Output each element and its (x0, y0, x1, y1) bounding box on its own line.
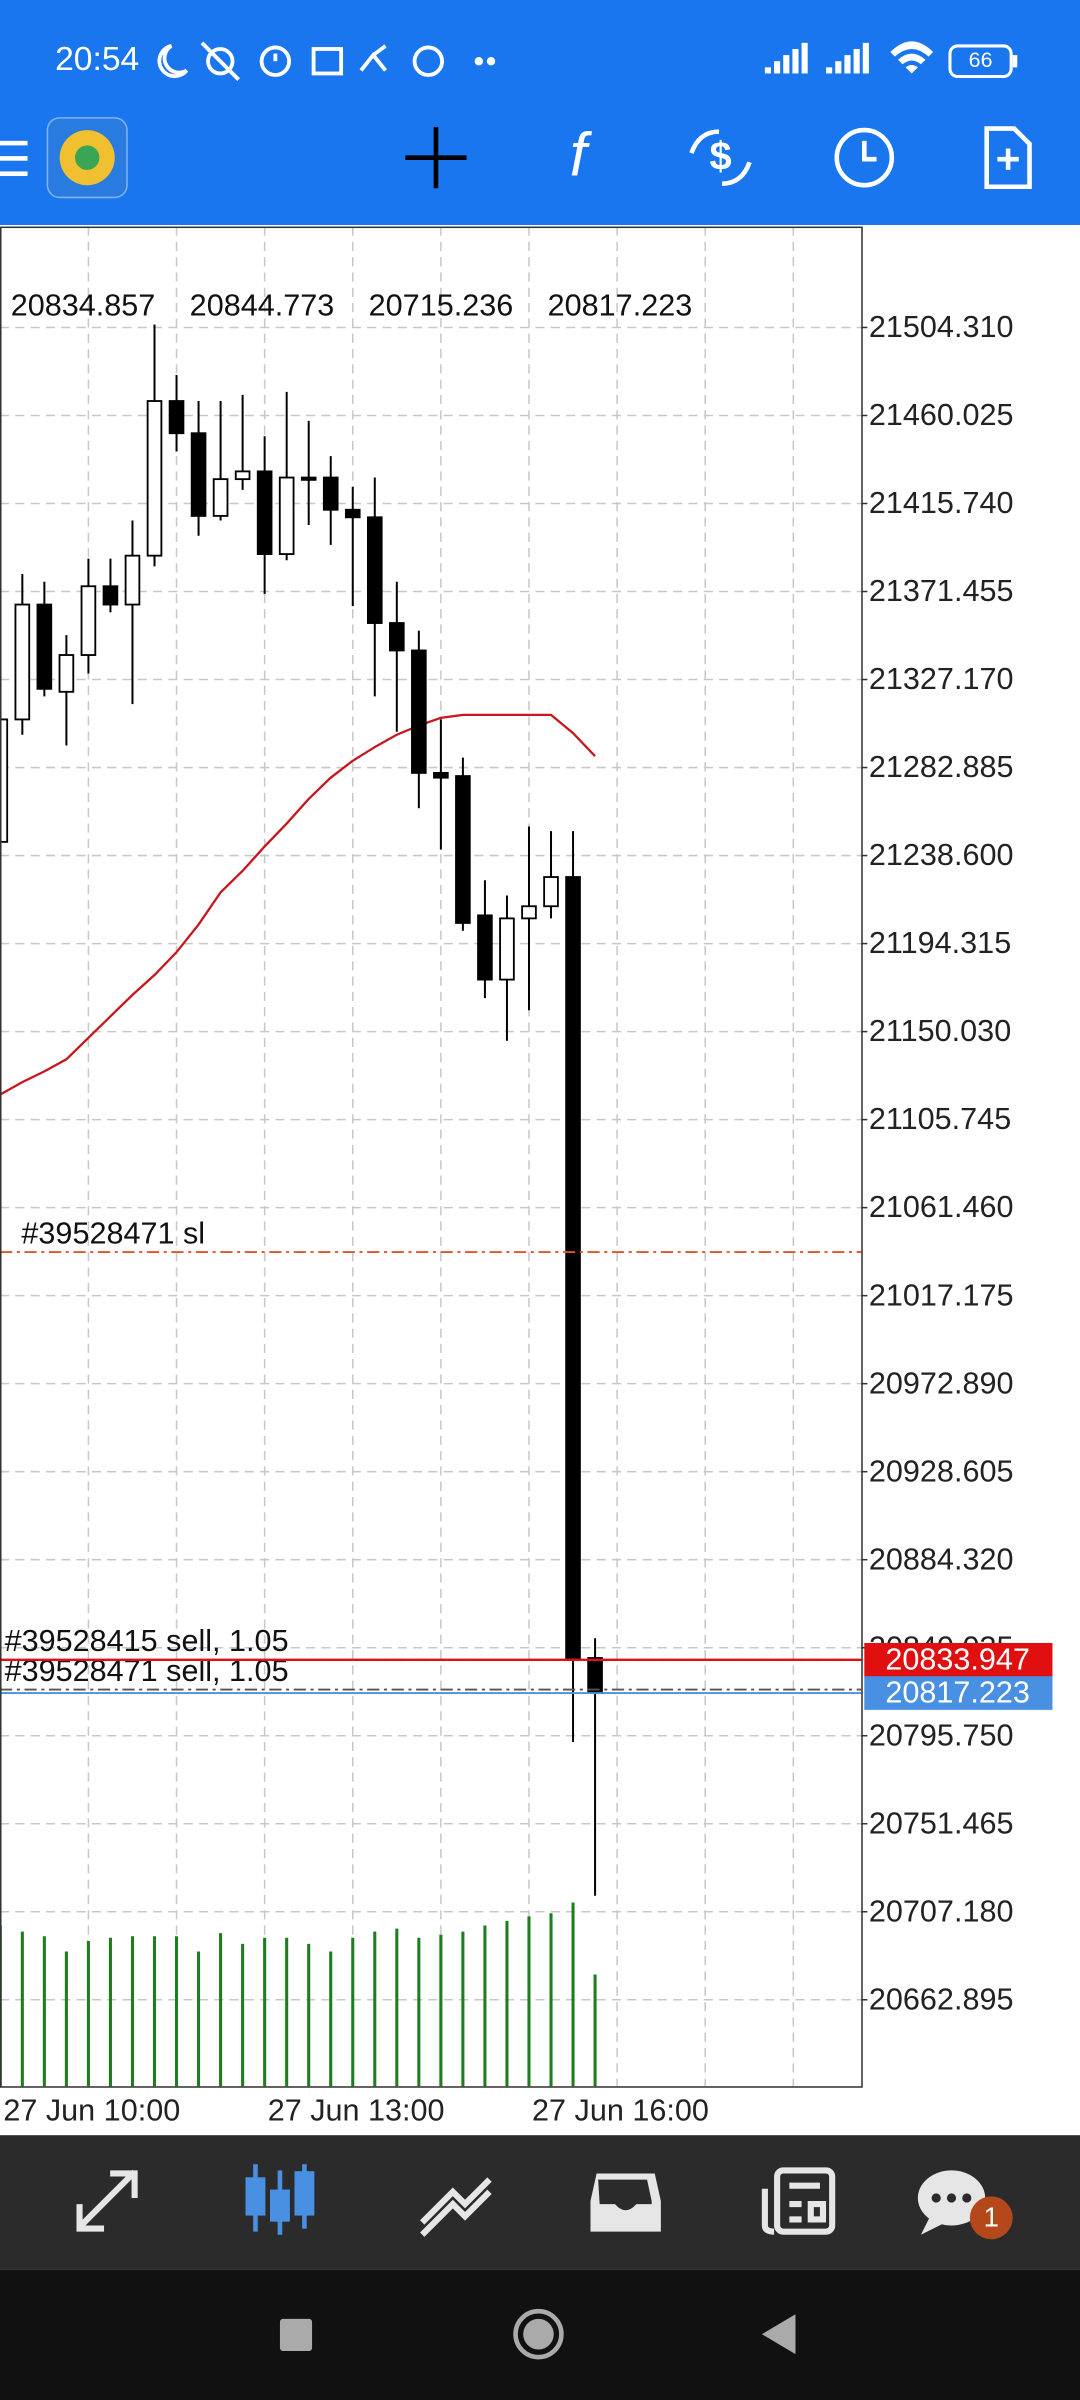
trade-button[interactable]: $ (689, 129, 752, 186)
candle-body (499, 917, 515, 981)
trade-tab[interactable] (420, 2177, 492, 2237)
candle-body (433, 771, 449, 779)
history-tab[interactable] (590, 2173, 661, 2232)
candle-body (256, 470, 273, 555)
ohlc-value: 20715.236 (369, 289, 514, 323)
status-icons (157, 41, 496, 81)
y-tick-label: 21150.030 (869, 1014, 1011, 1048)
candle-body (477, 914, 493, 981)
price-line-label: #39528415 sell, 1.05 (5, 1624, 289, 1658)
ohlc-value: 20844.773 (190, 289, 335, 323)
chart: 21504.310 21460.025 21415.740 21371.455 2132… (0, 226, 1053, 2127)
y-tick-label: 20751.465 (869, 1806, 1014, 1840)
bid-box-label: 20817.223 (885, 1676, 1030, 1710)
candle-body (543, 876, 559, 908)
x-tick-label: 27 Jun 16:00 (532, 2093, 709, 2127)
candle-body (36, 603, 53, 690)
chart-tab[interactable] (245, 2164, 315, 2235)
bottom-nav (0, 2135, 1080, 2270)
candle-body (234, 470, 251, 481)
candle-body (300, 476, 317, 481)
candle-body (80, 585, 97, 656)
y-tick-label: 21415.740 (869, 486, 1014, 520)
chat-tab[interactable] (917, 2170, 1013, 2240)
candle-body (278, 476, 295, 555)
y-tick-label: 21061.460 (869, 1190, 1014, 1224)
y-tick-label: 21194.315 (869, 926, 1011, 960)
chat-badge: 1 (984, 2202, 999, 2233)
price-box-label: 20833.947 (885, 1642, 1030, 1676)
candle-body (455, 775, 471, 924)
candle-body (322, 476, 339, 511)
chart-background (0, 225, 1080, 2136)
y-tick-label: 20972.890 (869, 1366, 1014, 1400)
y-tick-label: 20884.320 (869, 1542, 1014, 1576)
battery-level: 66 (969, 48, 993, 72)
bid-box (864, 1676, 1053, 1710)
crosshair-button[interactable] (405, 127, 467, 189)
quotes-tab[interactable] (76, 2169, 138, 2232)
history-button[interactable] (834, 127, 895, 188)
candle-body (521, 905, 537, 920)
home-button[interactable] (513, 2308, 564, 2360)
candle-body (146, 400, 163, 557)
moving-average (0, 713, 596, 1096)
battery (948, 44, 1013, 79)
back-button[interactable] (761, 2314, 796, 2355)
x-tick-label: 27 Jun 10:00 (3, 2093, 180, 2127)
y-tick-label: 20662.895 (869, 1982, 1014, 2016)
status-time: 20:54 (55, 41, 139, 78)
news-tab[interactable] (761, 2167, 836, 2235)
y-tick-label: 21017.175 (869, 1278, 1014, 1312)
candle-body (344, 508, 361, 519)
candle-body (587, 1657, 603, 1694)
candle-body (102, 585, 119, 606)
candle-body (389, 622, 405, 652)
y-tick-label: 21460.025 (869, 398, 1014, 432)
y-tick-label: 21327.170 (869, 662, 1014, 696)
y-tick-label: 20795.750 (869, 1718, 1014, 1752)
candle-body (411, 649, 427, 774)
y-tick-label: 21282.885 (869, 750, 1014, 784)
ohlc-value: 20817.223 (548, 289, 693, 323)
x-tick-label: 27 Jun 13:00 (268, 2093, 445, 2127)
candle-body (168, 400, 185, 435)
candle-body (366, 516, 383, 624)
svg-text:$: $ (709, 135, 731, 179)
candle-body (212, 478, 229, 517)
y-tick-label: 21504.310 (869, 310, 1014, 344)
candle-body (124, 554, 141, 606)
new-order-button[interactable] (984, 126, 1032, 190)
chart-frame (0, 226, 863, 2088)
candle-body (190, 432, 207, 517)
app-logo-inner (74, 145, 100, 170)
candle-body (58, 654, 75, 693)
y-tick-label: 21238.600 (869, 838, 1014, 872)
battery-tip (1012, 55, 1018, 68)
price-box (864, 1642, 1053, 1677)
signal-icons (764, 41, 934, 74)
y-tick-label: 21371.455 (869, 574, 1014, 608)
y-tick-label: 21105.745 (869, 1102, 1011, 1136)
candle-body (14, 603, 31, 721)
recents-button[interactable] (279, 2318, 313, 2352)
candle-body (565, 876, 581, 1659)
y-tick-label: 20707.180 (869, 1894, 1014, 1928)
ohlc-value: 20834.857 (11, 289, 156, 323)
app-bar (0, 0, 1080, 225)
menu-button[interactable] (0, 140, 28, 177)
y-tick-label: 20928.605 (869, 1454, 1014, 1488)
price-line-label: #39528471 sl (21, 1216, 205, 1250)
